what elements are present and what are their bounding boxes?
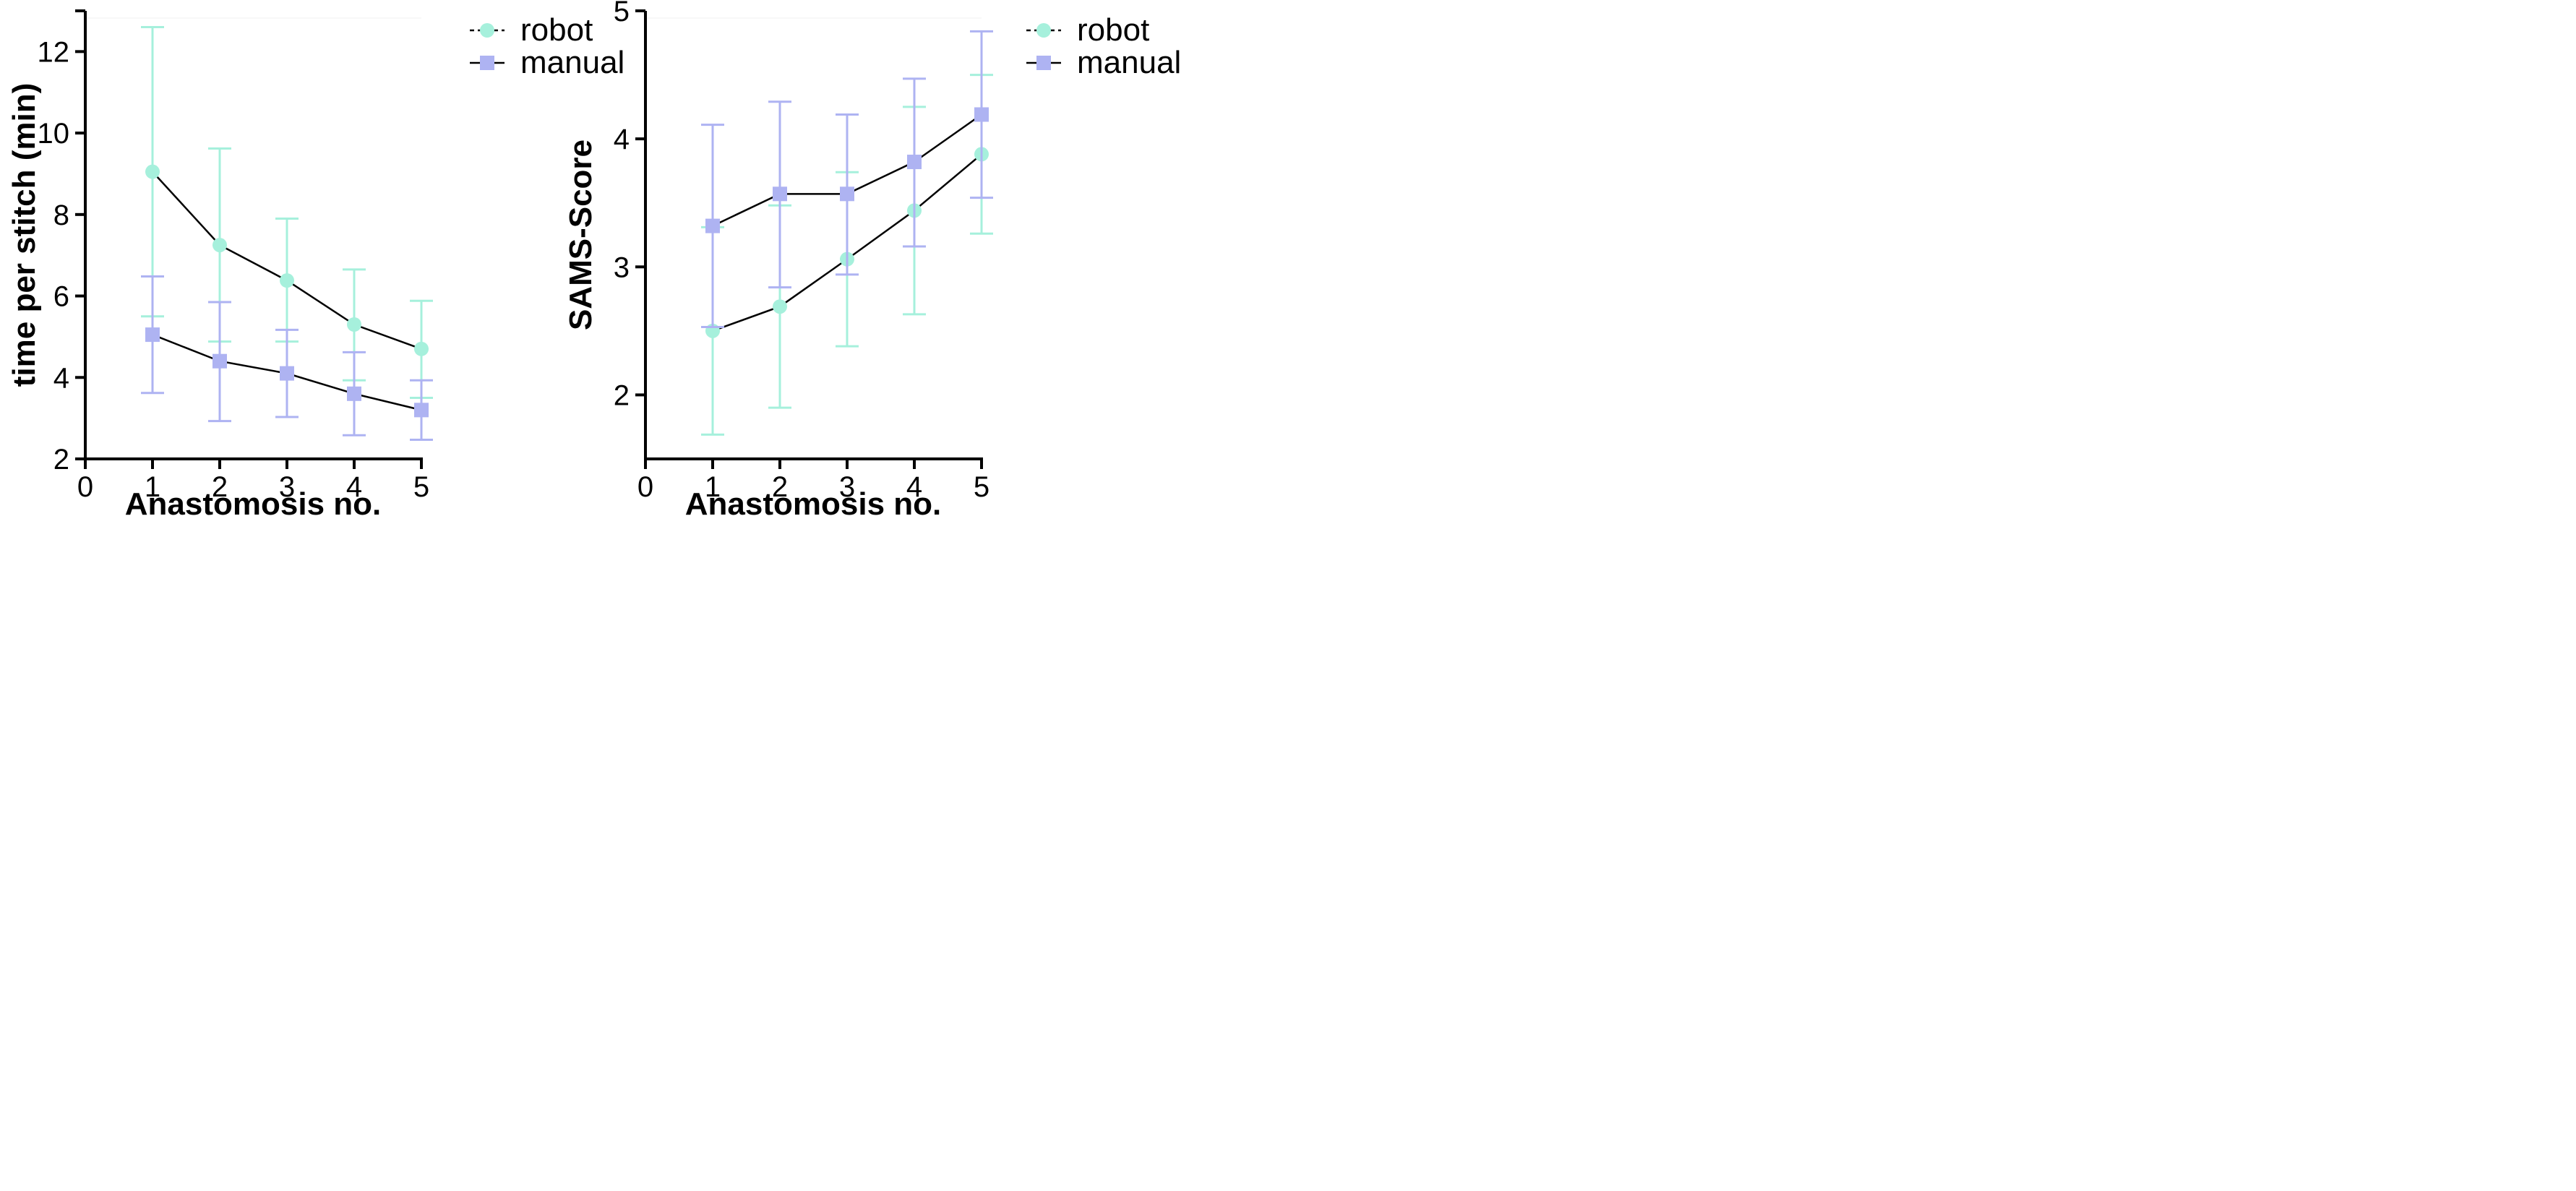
x-tick-label: 2 — [212, 471, 228, 503]
data-point-robot — [773, 299, 787, 314]
data-point-manual — [347, 386, 361, 401]
x-tick-label: 4 — [346, 471, 362, 503]
y-tick-label: 3 — [614, 251, 630, 283]
chart-sams-score: 2 3 4 5 0 1 2 3 4 5 Anastomosis no. SAMS-Score robot… — [563, 0, 1181, 522]
y-axis-title: SAMS-Score — [563, 139, 598, 330]
y-axis-title: time per stitch (min) — [7, 83, 42, 387]
x-tick-label: 0 — [637, 471, 653, 503]
x-tick-label: 1 — [145, 471, 160, 503]
x-tick-label: 0 — [77, 471, 93, 503]
y-tick-label: 12 — [38, 36, 70, 68]
x-tick-label: 5 — [413, 471, 429, 503]
y-tick-label: 2 — [53, 444, 69, 476]
data-point-robot — [145, 164, 160, 179]
data-point-manual — [145, 327, 160, 343]
data-point-manual — [773, 186, 787, 202]
data-point-manual — [280, 366, 294, 381]
y-tick-label: 8 — [53, 199, 69, 231]
legend-label-robot: robot — [1077, 12, 1149, 48]
legend-label-robot: robot — [520, 12, 593, 48]
legend-label-manual: manual — [520, 45, 624, 80]
y-tick-label: 2 — [614, 379, 630, 411]
x-tick-label: 2 — [772, 471, 788, 503]
x-tick-label: 5 — [974, 471, 989, 503]
x-tick-label: 3 — [279, 471, 295, 503]
data-point-manual — [907, 155, 922, 170]
y-tick-label: 6 — [53, 281, 69, 313]
y-tick-label: 5 — [614, 0, 630, 27]
legend-marker-robot — [1036, 23, 1051, 38]
legend-marker-robot — [480, 23, 494, 38]
data-point-manual — [705, 218, 720, 233]
data-point-manual — [974, 107, 989, 122]
series-manual — [701, 30, 993, 329]
data-point-robot — [212, 238, 227, 253]
x-axis-title: Anastomosis no. — [685, 486, 942, 522]
data-point-manual — [414, 403, 429, 418]
legend-label-manual: manual — [1077, 45, 1181, 80]
data-point-manual — [840, 186, 854, 202]
x-tick-label: 4 — [906, 471, 922, 503]
x-tick-label: 1 — [705, 471, 721, 503]
x-axis-title: Anastomosis no. — [125, 486, 382, 522]
series-robot — [141, 26, 433, 399]
y-tick-label: 4 — [53, 362, 69, 394]
y-tick-label: 10 — [38, 118, 70, 150]
legend-marker-manual — [1036, 56, 1051, 70]
data-point-robot — [280, 273, 294, 288]
x-tick-label: 3 — [839, 471, 855, 503]
series-manual — [141, 275, 433, 442]
data-point-robot — [414, 341, 429, 356]
data-point-manual — [212, 353, 227, 369]
y-tick-label: 4 — [614, 124, 630, 155]
legend-marker-manual — [480, 56, 494, 70]
data-point-robot — [347, 317, 361, 332]
